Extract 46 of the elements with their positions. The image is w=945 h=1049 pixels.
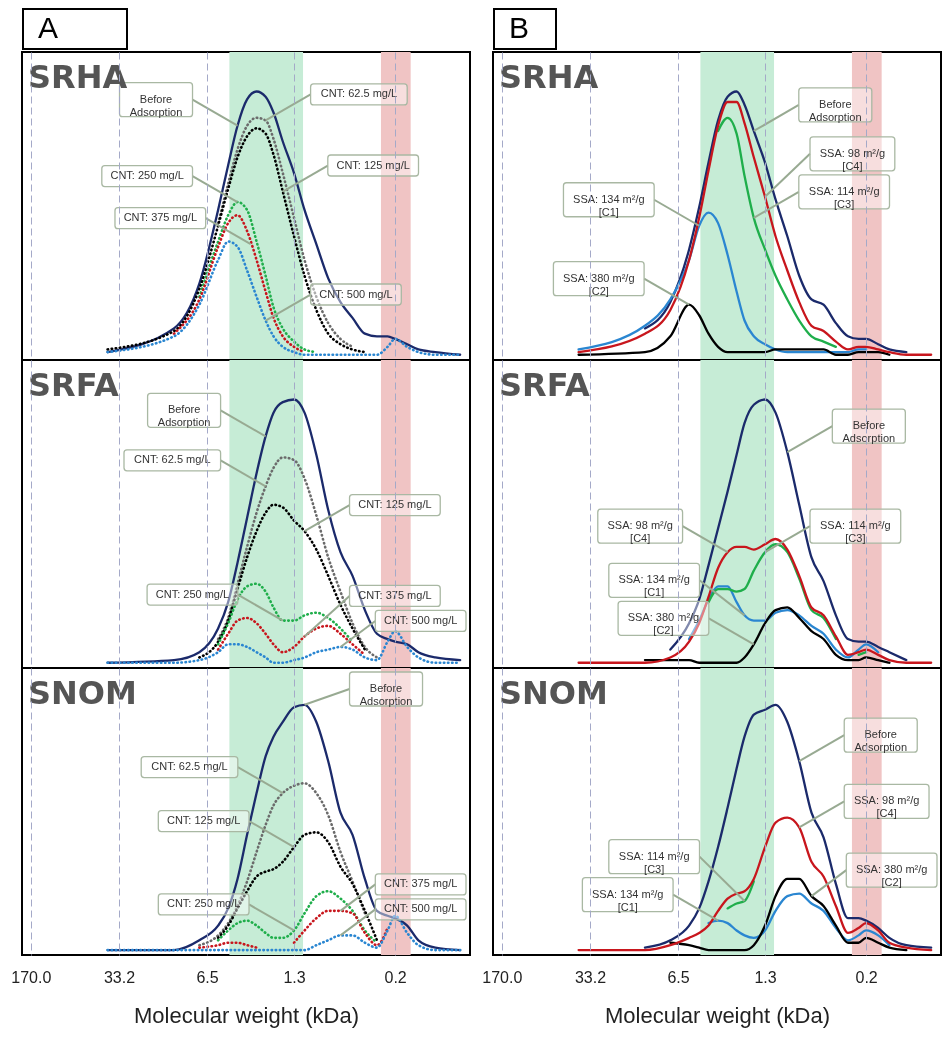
annotation: CNT: 500 mg/L: [383, 613, 458, 626]
annotation: Before Adsorption: [129, 92, 183, 118]
annotation: CNT: 500 mg/L: [383, 902, 458, 915]
annotation: SSA: 98 m²/g [C4]: [853, 794, 920, 820]
chart-title: B: [493, 8, 557, 50]
x-tick-label: 1.3: [754, 968, 777, 986]
x-tick-label: 170.0: [482, 968, 523, 986]
x-tick-label: 33.2: [574, 968, 607, 986]
annotation: SSA: 98 m²/g [C4]: [819, 146, 886, 172]
annotation: Before Adsorption: [157, 403, 211, 429]
annotation: CNT: 62.5 mg/L: [134, 453, 211, 466]
chart-subtitle: SRFA: [28, 366, 119, 404]
annotation: Before Adsorption: [842, 419, 896, 445]
annotation: Before Adsorption: [854, 728, 908, 754]
chart-subtitle: SNOM: [28, 674, 137, 712]
x-axis-title: Molecular weight (kDa): [605, 1002, 830, 1028]
x-tick-label: 0.2: [855, 968, 878, 986]
x-tick-label: 1.3: [283, 968, 306, 986]
x-tick-label: 6.5: [667, 968, 690, 986]
chart-subtitle: SRFA: [499, 366, 590, 404]
annotation: SSA: 380 m²/g [C2]: [855, 863, 928, 889]
x-tick-label: 6.5: [196, 968, 219, 986]
annotation: CNT: 375 mg/L: [383, 877, 458, 890]
chart-subtitle: SRHA: [28, 58, 128, 96]
annotation: Before Adsorption: [359, 682, 413, 707]
x-axis-title: Molecular weight (kDa): [134, 1002, 359, 1028]
x-tick-label: 33.2: [103, 968, 136, 986]
annotation: CNT: 375 mg/L: [123, 211, 198, 224]
chart-subtitle: SNOM: [499, 674, 608, 712]
annotation: SSA: 114 m²/g [C3]: [618, 849, 690, 875]
annotation: SSA: 98 m²/g [C4]: [607, 519, 673, 545]
annotation: SSA: 114 m²/g [C3]: [808, 184, 880, 210]
annotation: Before Adsorption: [809, 97, 862, 123]
x-tick-label: 170.0: [11, 968, 52, 986]
annotation: CNT: 125 mg/L: [166, 814, 241, 827]
annotation: CNT: 250 mg/L: [155, 587, 230, 600]
annotation: CNT: 375 mg/L: [358, 588, 432, 601]
x-tick-label: 0.2: [384, 968, 407, 986]
chart-title: A: [22, 8, 128, 50]
chart-subtitle: SRHA: [499, 58, 599, 96]
annotation: CNT: 62.5 mg/L: [151, 760, 228, 773]
annotation: SSA: 134 m²/g [C1]: [618, 573, 690, 599]
annotation: SSA: 134 m²/g [C1]: [591, 887, 664, 913]
annotation: SSA: 380 m²/g [C2]: [562, 271, 635, 297]
annotation: CNT: 62.5 mg/L: [320, 87, 398, 100]
annotation: SSA: 114 m²/g [C3]: [820, 519, 891, 545]
